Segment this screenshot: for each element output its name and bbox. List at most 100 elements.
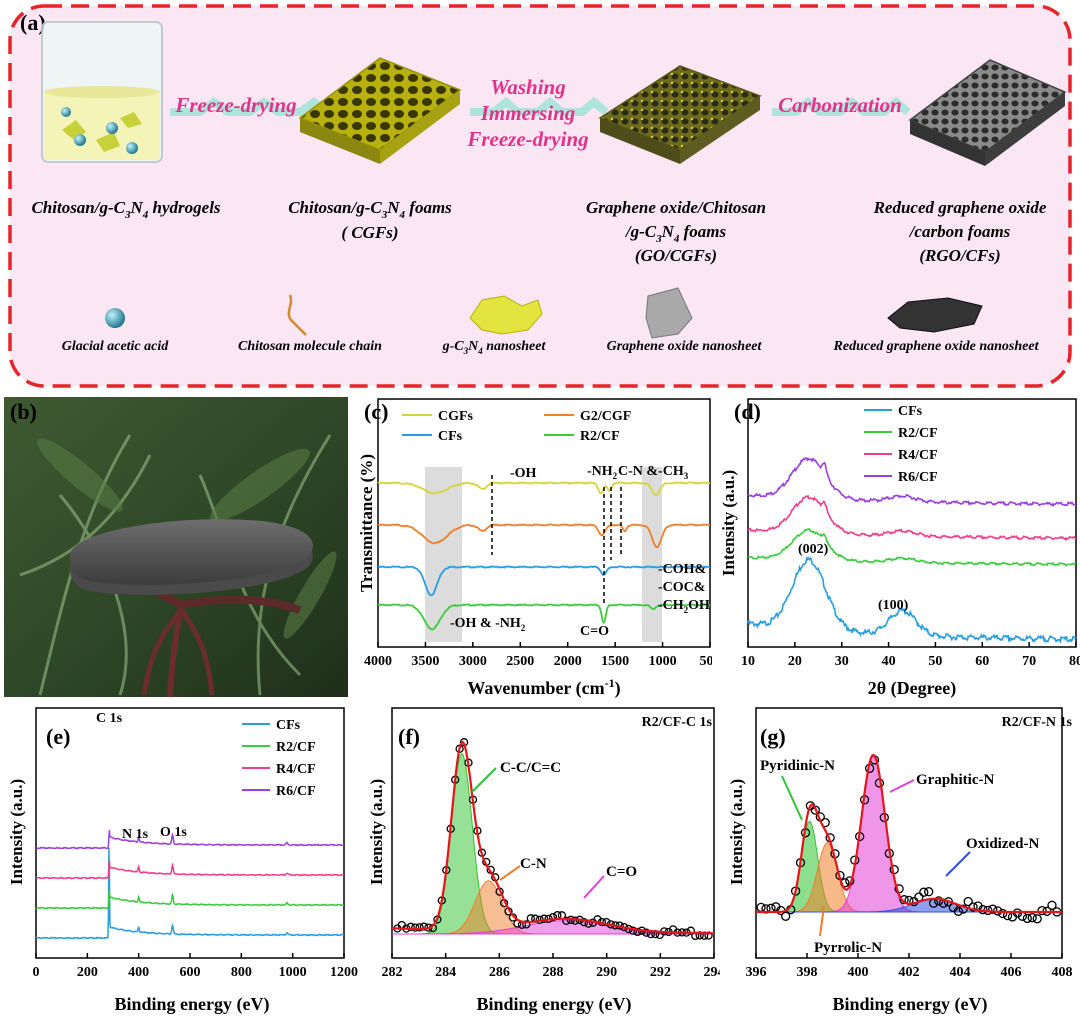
x-tick-label: 1500 — [601, 654, 629, 669]
legend-cfs: CFs — [276, 718, 301, 733]
beaker-illustration — [41, 21, 163, 163]
caption-rgo-cfs-2: /carbon foams — [908, 222, 1011, 241]
annot-cn-ch3: C-N &-CH3 — [618, 464, 689, 481]
x-tick-label: 400 — [128, 965, 149, 980]
arrow-oxidized — [945, 851, 971, 877]
caption-rgo-cfs-1: Reduced graphene oxide — [873, 198, 1047, 217]
arrow-graphitic — [889, 779, 915, 793]
legend-r2cf: R2/CF — [580, 429, 620, 444]
x-tick-label: 408 — [1052, 965, 1073, 980]
caption-go-cgfs-1: Graphene oxide/Chitosan — [586, 198, 766, 217]
peak-002: (002) — [798, 542, 829, 557]
x-tick-label: 284 — [435, 965, 456, 980]
arrow-label-immersing: Immersing — [480, 101, 576, 125]
data-point — [642, 928, 651, 937]
x-tick-label: 292 — [650, 965, 671, 980]
annot-oh-nh2: -OH & -NH2 — [450, 616, 526, 633]
x-tick-label: 286 — [489, 965, 510, 980]
panel-f-label: (f) — [398, 724, 420, 749]
x-tick-label: 40 — [882, 654, 896, 669]
data-point — [579, 918, 589, 927]
foam-disc — [70, 519, 313, 595]
arrow-co — [583, 875, 605, 899]
caption-go-cgfs-3: (GO/CGFs) — [635, 246, 717, 265]
legend-g2cgf: G2/CGF — [580, 409, 631, 424]
data-point — [899, 895, 909, 905]
series-cfs — [35, 847, 345, 940]
caption-cgfs: Chitosan/g-C3N4 foams — [288, 198, 452, 221]
legend-r6cf: R6/CF — [898, 470, 938, 485]
arrow-pyrrolic — [819, 905, 825, 937]
x-tick-label: 404 — [950, 965, 971, 980]
data-point — [602, 917, 611, 927]
data-point — [958, 904, 968, 914]
x-axis-label: 2θ (Degree) — [868, 678, 957, 699]
legend-cgfs: CGFs — [438, 409, 474, 424]
band-highlight-coh — [642, 467, 662, 642]
data-point — [781, 911, 791, 921]
y-axis-label: Intensity (a.u.) — [719, 470, 738, 576]
data-point — [406, 922, 415, 931]
data-point — [1037, 905, 1047, 916]
fit-envelope — [392, 740, 714, 935]
legend-r2cf: R2/CF — [898, 426, 938, 441]
data-point — [953, 906, 963, 916]
annot-coh: -COH& — [658, 562, 706, 577]
x-tick-label: 500 — [700, 654, 713, 669]
legend-gcn-nanosheet: g-C3N4 nanosheet — [442, 339, 547, 356]
arrow-carbonization: Carbonization — [772, 93, 911, 117]
sphere-icon — [105, 308, 125, 328]
label-cc: C-C/C=C — [500, 760, 561, 776]
x-tick-label: 398 — [797, 965, 818, 980]
data-point — [756, 902, 766, 913]
data-point — [1027, 913, 1037, 923]
series-cfs — [377, 565, 710, 597]
series-r6cf — [747, 456, 1077, 508]
x-tick-label: 396 — [746, 965, 767, 980]
panel-f-title: R2/CF-C 1s — [642, 715, 713, 730]
label-oxidized: Oxidized-N — [966, 836, 1039, 852]
data-point — [704, 931, 713, 940]
x-tick-label: 2000 — [554, 654, 582, 669]
x-tick-label: 4000 — [364, 654, 392, 669]
y-axis-label: Intensity (a.u.) — [727, 779, 746, 885]
annot-oh: -OH — [510, 466, 537, 481]
annot-nh2: -NH2 — [587, 464, 618, 481]
x-tick-label: 282 — [382, 965, 403, 980]
x-tick-label: 70 — [1022, 654, 1036, 669]
panel-d-xrd-chart: (d) 10 20 30 40 50 60 70 80 CFs R2/CF R4/CF R6/… — [712, 395, 1080, 700]
peak-n1s: N 1s — [122, 827, 149, 842]
arrow-cn — [499, 865, 521, 881]
x-tick-label: 1000 — [279, 965, 307, 980]
label-pyrrolic: Pyrrolic-N — [814, 940, 882, 956]
arrow-washing-immersing: Washing Immersing Freeze-drying — [466, 75, 609, 151]
y-axis-label: Intensity (a.u.) — [367, 779, 386, 885]
panel-g-n1s-chart: (g) R2/CF-N 1s 396 398 400 402 404 406 408 Pyr… — [720, 700, 1080, 1016]
panel-b-photo: (b) — [0, 395, 352, 700]
panel-f-c1s-chart: (f) R2/CF-C 1s 282 284 286 288 290 292 294 C-C… — [360, 700, 725, 1016]
panel-b-label: (b) — [10, 399, 37, 424]
x-tick-label: 600 — [180, 965, 201, 980]
arrow-label-washing: Washing — [490, 75, 565, 99]
data-point — [919, 887, 929, 897]
x-tick-label: 1000 — [649, 654, 677, 669]
yellow-sheet-icon — [469, 295, 543, 335]
series-r4cf — [747, 494, 1076, 541]
arrow-cc — [471, 767, 497, 793]
data-point — [415, 923, 424, 932]
data-point — [1022, 913, 1032, 924]
label-graphitic: Graphitic-N — [916, 772, 994, 788]
x-axis-label: Binding energy (eV) — [477, 994, 632, 1015]
chain-icon — [287, 294, 307, 336]
data-point — [963, 896, 973, 907]
x-tick-label: 50 — [928, 654, 942, 669]
peak-100: (100) — [878, 598, 909, 613]
data-point — [998, 908, 1008, 919]
label-co: C=O — [606, 864, 637, 880]
panel-a-schematic: (a) Freeze-drying Washing Immersing Free… — [0, 0, 1080, 395]
series-r2cf — [35, 889, 345, 910]
peak-c1s: C 1s — [96, 711, 123, 726]
series-r2cf — [377, 603, 710, 631]
peak-o1s: O 1s — [160, 825, 187, 840]
data-point — [968, 902, 978, 912]
